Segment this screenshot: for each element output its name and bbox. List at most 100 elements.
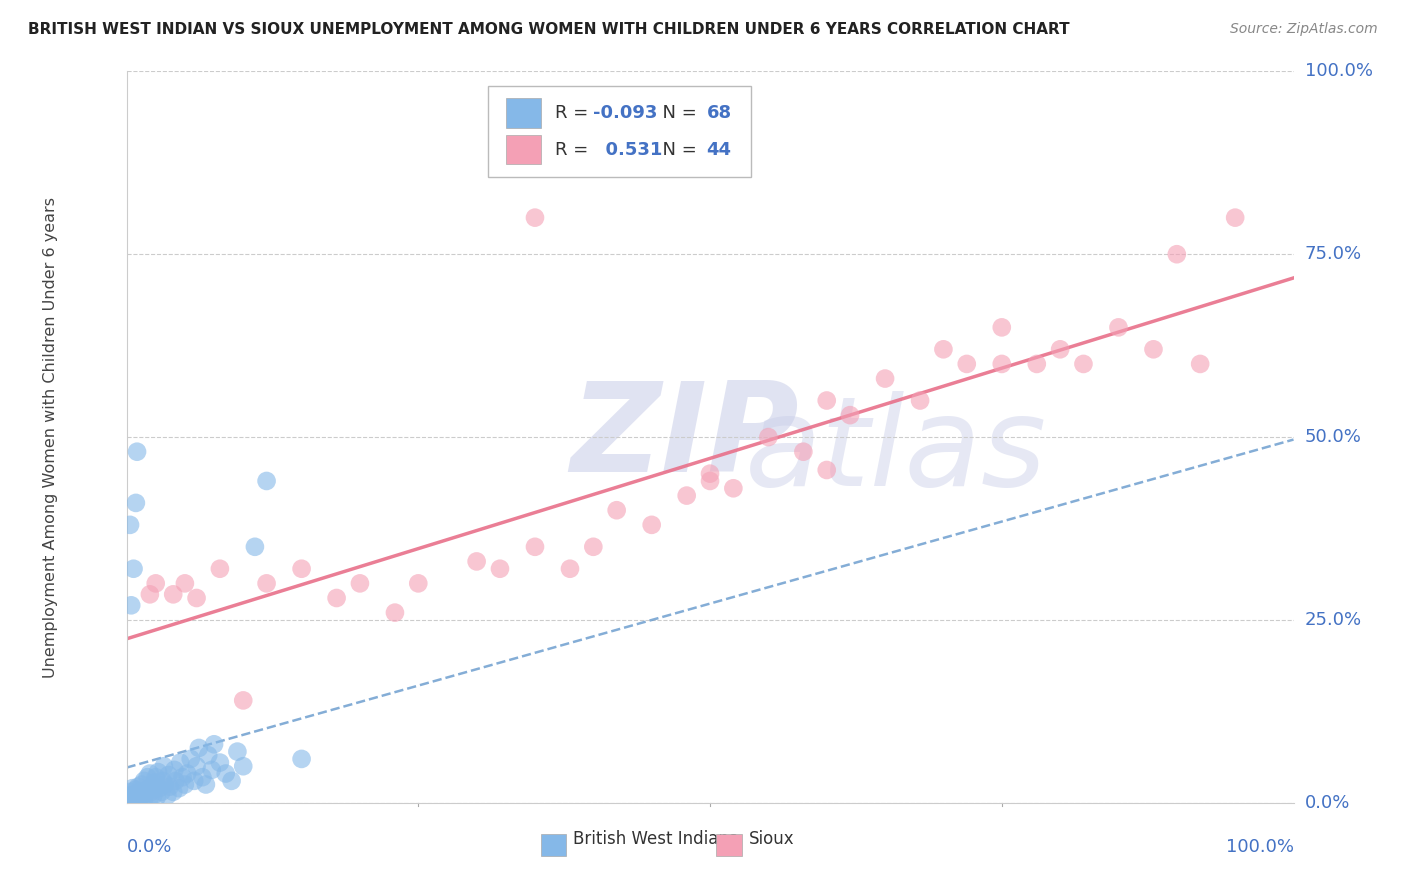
Point xyxy=(128,785,150,799)
Point xyxy=(194,778,217,792)
FancyBboxPatch shape xyxy=(716,834,741,856)
Point xyxy=(408,576,430,591)
Point xyxy=(139,785,162,799)
Point xyxy=(221,773,243,788)
Point xyxy=(675,489,697,503)
Point xyxy=(169,756,191,770)
Point xyxy=(172,770,194,784)
Point xyxy=(153,759,176,773)
FancyBboxPatch shape xyxy=(506,135,541,164)
Point xyxy=(139,766,162,780)
Point xyxy=(186,591,208,605)
Point xyxy=(243,540,266,554)
Point xyxy=(202,737,225,751)
Point xyxy=(875,371,897,385)
Point xyxy=(956,357,979,371)
Point xyxy=(191,770,214,784)
Point xyxy=(186,759,208,773)
Text: 0.0%: 0.0% xyxy=(1305,794,1350,812)
Point xyxy=(145,576,167,591)
Text: ZIP: ZIP xyxy=(569,376,799,498)
Point xyxy=(349,576,371,591)
Point xyxy=(558,562,581,576)
Point xyxy=(990,357,1012,371)
Point xyxy=(180,752,202,766)
Point xyxy=(215,766,238,780)
Text: R =: R = xyxy=(555,104,593,122)
Text: -0.093: -0.093 xyxy=(593,104,658,122)
Point xyxy=(1025,357,1047,371)
Point xyxy=(167,781,190,796)
Text: 50.0%: 50.0% xyxy=(1305,428,1361,446)
Point xyxy=(1166,247,1188,261)
Text: BRITISH WEST INDIAN VS SIOUX UNEMPLOYMENT AMONG WOMEN WITH CHILDREN UNDER 6 YEAR: BRITISH WEST INDIAN VS SIOUX UNEMPLOYMEN… xyxy=(28,22,1070,37)
Point xyxy=(132,773,155,788)
Point xyxy=(197,748,219,763)
Point xyxy=(132,792,155,806)
Text: Sioux: Sioux xyxy=(748,830,794,848)
Point xyxy=(232,693,254,707)
Point xyxy=(699,474,721,488)
Point xyxy=(1108,320,1130,334)
Point xyxy=(165,773,187,788)
Point xyxy=(990,320,1012,334)
Point xyxy=(124,787,146,801)
Point xyxy=(118,785,141,799)
Text: N =: N = xyxy=(651,104,702,122)
Text: 75.0%: 75.0% xyxy=(1305,245,1362,263)
Text: N =: N = xyxy=(651,141,702,159)
Point xyxy=(122,562,145,576)
Point xyxy=(489,562,512,576)
Point xyxy=(135,782,157,797)
Point xyxy=(156,789,179,803)
Point xyxy=(174,576,197,591)
Text: 0.531: 0.531 xyxy=(593,141,662,159)
Point xyxy=(932,343,955,357)
Point xyxy=(325,591,347,605)
Point xyxy=(125,790,148,805)
Point xyxy=(176,766,198,780)
Point xyxy=(256,576,278,591)
Point xyxy=(174,778,197,792)
Point xyxy=(187,740,209,755)
Point xyxy=(641,517,664,532)
Point xyxy=(152,773,174,788)
Point xyxy=(290,752,312,766)
Point xyxy=(523,540,546,554)
Point xyxy=(815,463,838,477)
Point xyxy=(226,745,249,759)
Point xyxy=(582,540,605,554)
Point xyxy=(1142,343,1164,357)
Point xyxy=(121,789,143,804)
Text: 68: 68 xyxy=(707,104,731,122)
Point xyxy=(125,496,148,510)
Point xyxy=(127,789,149,803)
Point xyxy=(146,789,169,804)
Point xyxy=(606,503,628,517)
Point xyxy=(131,778,153,792)
Point xyxy=(1049,343,1071,357)
Point xyxy=(384,606,406,620)
Point xyxy=(723,481,745,495)
Text: Unemployment Among Women with Children Under 6 years: Unemployment Among Women with Children U… xyxy=(44,196,58,678)
Text: 0.0%: 0.0% xyxy=(127,838,172,855)
Text: 100.0%: 100.0% xyxy=(1226,838,1294,855)
Point xyxy=(523,211,546,225)
FancyBboxPatch shape xyxy=(506,98,541,128)
Point xyxy=(141,781,163,796)
Point xyxy=(290,562,312,576)
Text: Source: ZipAtlas.com: Source: ZipAtlas.com xyxy=(1230,22,1378,37)
Point xyxy=(146,765,169,780)
Point xyxy=(699,467,721,481)
Text: 100.0%: 100.0% xyxy=(1305,62,1372,80)
Point xyxy=(150,785,173,799)
Point xyxy=(121,781,143,796)
Text: 44: 44 xyxy=(707,141,731,159)
Point xyxy=(183,773,205,788)
FancyBboxPatch shape xyxy=(541,834,567,856)
Point xyxy=(125,782,148,797)
Point xyxy=(208,756,231,770)
Point xyxy=(124,792,146,806)
Point xyxy=(127,794,149,808)
Point xyxy=(148,781,170,796)
